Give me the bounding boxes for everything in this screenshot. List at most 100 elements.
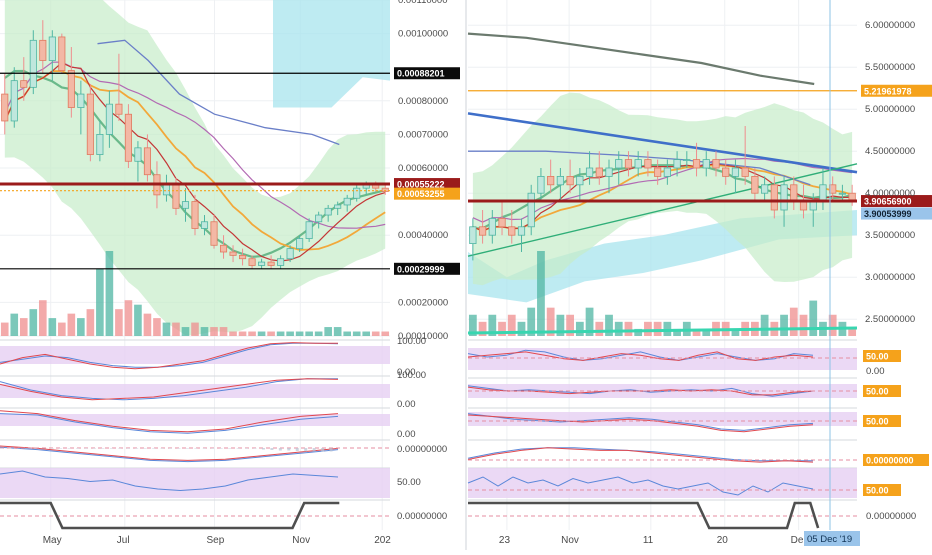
oscillator-badge-label: 50.00: [866, 352, 889, 362]
oscillator-tick-label: 0.00000000: [397, 511, 447, 522]
candle-body: [537, 175, 545, 194]
volume-bar: [614, 321, 623, 336]
volume-bar: [286, 331, 294, 336]
candle-body: [305, 221, 313, 239]
candle-body: [191, 201, 199, 229]
oscillator-tick-label: 0.00: [397, 399, 416, 410]
volume-bar: [58, 322, 66, 336]
candle-body: [838, 192, 847, 195]
histogram-bar: [84, 448, 88, 449]
candle-body: [162, 184, 171, 196]
candle-body: [20, 80, 28, 88]
volume-bar: [352, 331, 361, 336]
step-indicator-line: [0, 501, 340, 530]
candle-body: [296, 238, 304, 250]
candle-body: [210, 221, 218, 246]
oscillator-line: [0, 445, 339, 461]
volume-bar: [324, 327, 332, 336]
oscillator-line: [467, 351, 814, 361]
price-badge: [394, 187, 460, 200]
histogram-bar: [211, 448, 215, 449]
x-axis-tick-label: May: [43, 535, 62, 546]
oscillator-tick-label: 100.00: [397, 336, 426, 347]
candle-body: [115, 103, 123, 115]
candle-body: [353, 187, 361, 199]
volume-bar: [124, 300, 133, 336]
volume-bar: [172, 322, 180, 336]
candle-body: [624, 159, 633, 169]
candle-body: [644, 159, 652, 169]
candle-body: [229, 251, 237, 256]
candle-body: [741, 167, 749, 177]
candle-body: [381, 187, 389, 192]
price-badge: [394, 178, 460, 191]
histogram-bar: [270, 448, 274, 450]
x-axis-tick-label: Nov: [561, 535, 579, 546]
oscillator-line: [0, 470, 339, 492]
volume-bar: [295, 331, 304, 336]
y-axis-tick-label: 3.50000000: [865, 230, 915, 241]
histogram-bar: [160, 448, 164, 449]
candle-body: [105, 103, 113, 135]
volume-bar: [381, 331, 390, 336]
volume-bar: [238, 331, 247, 336]
candle-body: [248, 258, 256, 266]
oscillator-line: [467, 414, 814, 433]
volume-bar: [731, 328, 740, 336]
volume-bar: [537, 251, 545, 336]
histogram-bar: [194, 448, 198, 449]
candle-body: [324, 207, 332, 216]
histogram-bar: [261, 448, 265, 450]
crosshair-date-label: 05 Dec '19: [807, 534, 852, 545]
volume-bar: [828, 314, 837, 336]
volume-bar: [605, 314, 613, 336]
oscillator-band: [468, 412, 857, 426]
oscillator-tick-label: 0.00: [866, 366, 885, 377]
x-axis-tick-label: 202: [374, 535, 391, 546]
candle-body: [751, 175, 759, 194]
y-axis-tick-label: 5.50000000: [865, 62, 915, 73]
oscillator-badge: [863, 454, 929, 466]
price-badge-label: 5.21961978: [864, 86, 912, 96]
candle-body: [277, 258, 285, 266]
histogram-bar: [321, 448, 325, 452]
candle-body: [239, 254, 247, 260]
oscillator-badge: [863, 415, 901, 427]
histogram-bar: [59, 448, 63, 449]
histogram-bar: [304, 448, 308, 452]
volume-bar: [314, 331, 323, 336]
volume-bar: [488, 314, 497, 336]
candle-body: [770, 184, 778, 211]
oscillator-line: [467, 413, 814, 431]
price-badge-label: 0.00053255: [397, 189, 445, 199]
moving-average-gray: [467, 32, 815, 86]
volume-bar: [673, 328, 681, 336]
x-axis-tick-label: 23: [499, 535, 511, 546]
histogram-bar: [16, 448, 20, 449]
histogram-bar: [329, 448, 333, 452]
volume-bar: [692, 328, 701, 336]
y-axis-tick-label: 0.00110000: [398, 0, 448, 6]
y-axis-tick-label: 0.00060000: [398, 163, 448, 174]
candle-body: [67, 70, 75, 108]
y-axis-tick-label: 5.00000000: [865, 104, 915, 115]
candle-body: [181, 201, 190, 209]
candle-body: [10, 80, 18, 122]
y-axis-tick-label: 0.00040000: [398, 230, 448, 241]
candle-body: [517, 226, 526, 236]
candle-body: [576, 175, 584, 186]
volume-bar: [498, 321, 506, 336]
crosshair-date-badge: [804, 531, 860, 546]
candle-body: [663, 167, 671, 177]
ichimoku-cloud: [273, 0, 390, 108]
candle-body: [527, 192, 535, 228]
volume-bar: [634, 328, 643, 336]
candle-body: [219, 244, 228, 253]
oscillator-line: [0, 446, 339, 463]
histogram-bar: [92, 448, 96, 449]
histogram-bar: [33, 448, 37, 449]
candle-body: [134, 147, 142, 162]
volume-bar: [789, 307, 798, 336]
price-badge: [394, 67, 460, 80]
